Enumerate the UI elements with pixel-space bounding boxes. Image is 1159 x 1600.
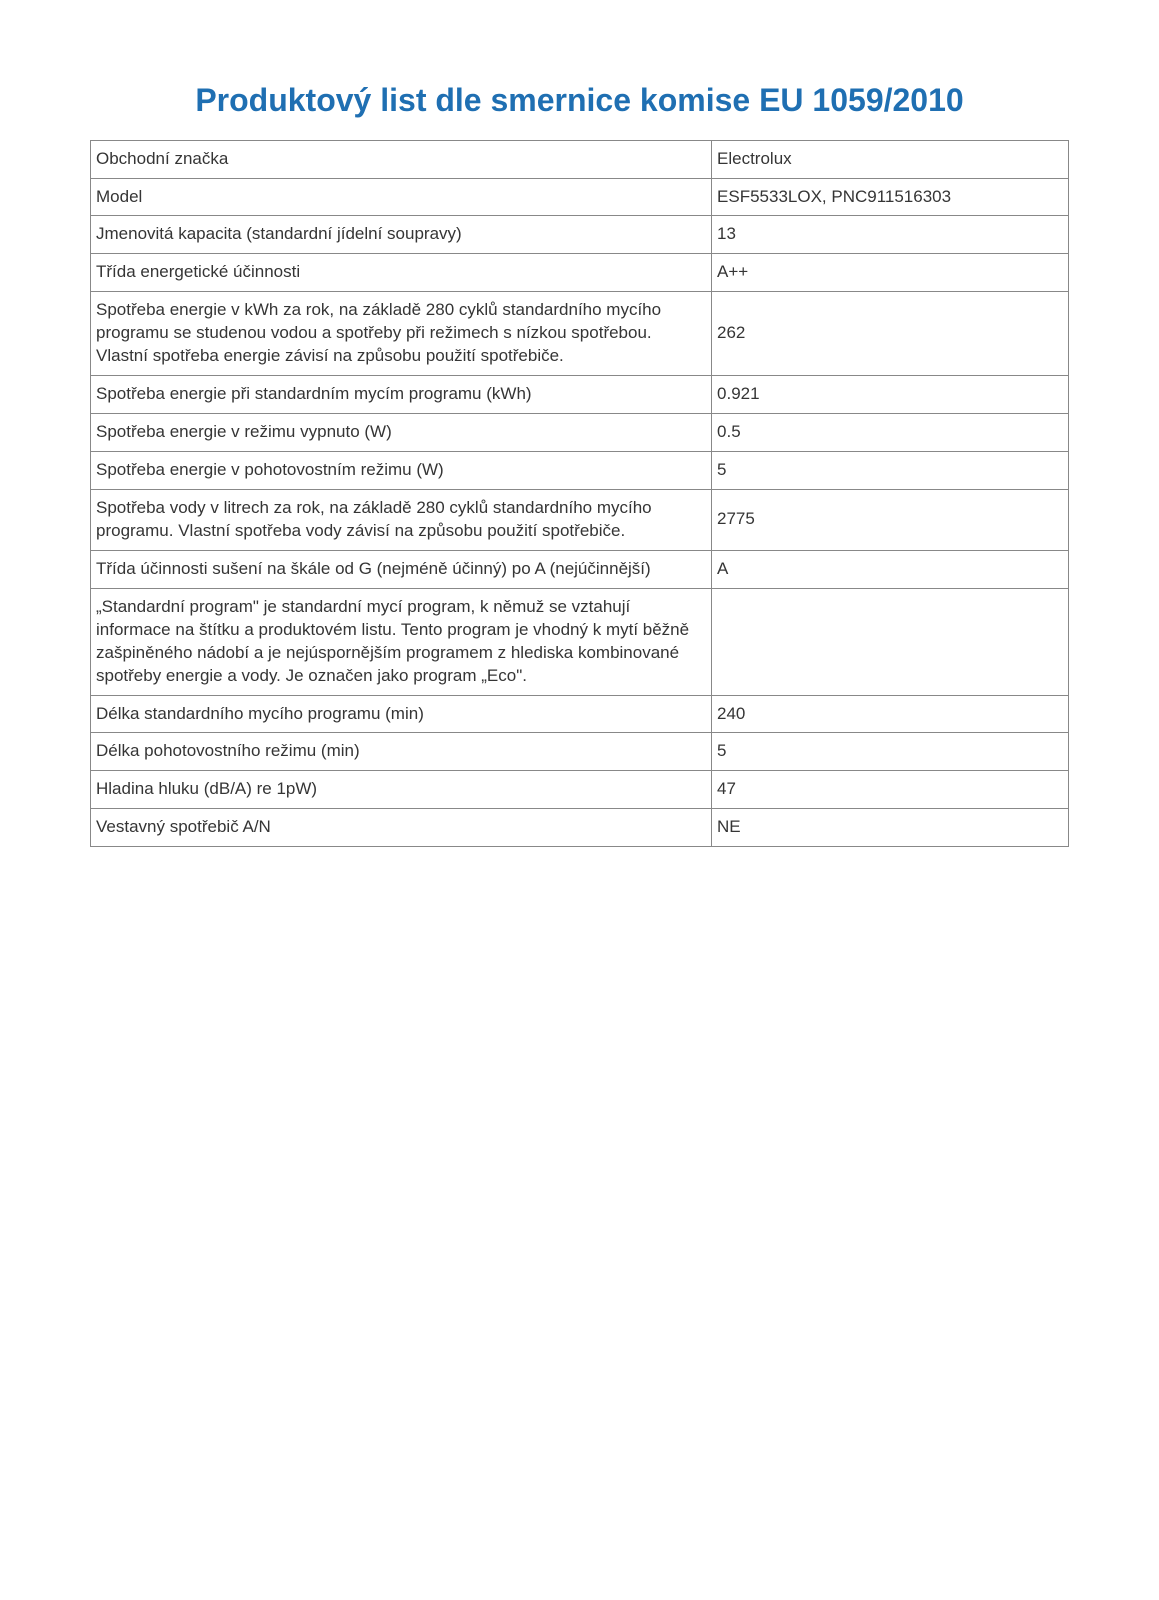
row-value: NE — [712, 809, 1069, 847]
row-label: Model — [91, 178, 712, 216]
table-row: ModelESF5533LOX, PNC911516303 — [91, 178, 1069, 216]
row-value: 262 — [712, 292, 1069, 376]
row-label: Délka pohotovostního režimu (min) — [91, 733, 712, 771]
product-sheet-tbody: Obchodní značkaElectrolux ModelESF5533LO… — [91, 140, 1069, 847]
table-row: Spotřeba energie při standardním mycím p… — [91, 376, 1069, 414]
row-label: Obchodní značka — [91, 140, 712, 178]
row-label: Třída účinnosti sušení na škále od G (ne… — [91, 550, 712, 588]
table-row: Spotřeba energie v režimu vypnuto (W)0.5 — [91, 414, 1069, 452]
row-label: „Standardní program" je standardní mycí … — [91, 588, 712, 695]
row-value: A — [712, 550, 1069, 588]
row-value: 5 — [712, 733, 1069, 771]
row-value: 47 — [712, 771, 1069, 809]
row-value: 0.921 — [712, 376, 1069, 414]
table-row: Délka standardního mycího programu (min)… — [91, 695, 1069, 733]
table-row: Spotřeba energie v kWh za rok, na základ… — [91, 292, 1069, 376]
row-value: 2775 — [712, 489, 1069, 550]
table-row: Třída energetické účinnostiA++ — [91, 254, 1069, 292]
row-label: Spotřeba energie v kWh za rok, na základ… — [91, 292, 712, 376]
table-row: Jmenovitá kapacita (standardní jídelní s… — [91, 216, 1069, 254]
row-value: ESF5533LOX, PNC911516303 — [712, 178, 1069, 216]
table-row: Obchodní značkaElectrolux — [91, 140, 1069, 178]
table-row: Hladina hluku (dB/A) re 1pW)47 — [91, 771, 1069, 809]
row-value — [712, 588, 1069, 695]
row-label: Délka standardního mycího programu (min) — [91, 695, 712, 733]
row-value: 0.5 — [712, 414, 1069, 452]
page-title: Produktový list dle smernice komise EU 1… — [90, 80, 1069, 122]
row-label: Hladina hluku (dB/A) re 1pW) — [91, 771, 712, 809]
table-row: Spotřeba vody v litrech za rok, na zákla… — [91, 489, 1069, 550]
row-label: Třída energetické účinnosti — [91, 254, 712, 292]
row-label: Spotřeba vody v litrech za rok, na zákla… — [91, 489, 712, 550]
product-sheet-table: Obchodní značkaElectrolux ModelESF5533LO… — [90, 140, 1069, 848]
table-row: Spotřeba energie v pohotovostním režimu … — [91, 452, 1069, 490]
row-label: Spotřeba energie v pohotovostním režimu … — [91, 452, 712, 490]
row-value: 240 — [712, 695, 1069, 733]
table-row: Vestavný spotřebič A/NNE — [91, 809, 1069, 847]
row-value: Electrolux — [712, 140, 1069, 178]
row-label: Jmenovitá kapacita (standardní jídelní s… — [91, 216, 712, 254]
row-value: 13 — [712, 216, 1069, 254]
row-label: Vestavný spotřebič A/N — [91, 809, 712, 847]
table-row: „Standardní program" je standardní mycí … — [91, 588, 1069, 695]
table-row: Délka pohotovostního režimu (min)5 — [91, 733, 1069, 771]
row-value: 5 — [712, 452, 1069, 490]
row-label: Spotřeba energie v režimu vypnuto (W) — [91, 414, 712, 452]
table-row: Třída účinnosti sušení na škále od G (ne… — [91, 550, 1069, 588]
row-label: Spotřeba energie při standardním mycím p… — [91, 376, 712, 414]
row-value: A++ — [712, 254, 1069, 292]
